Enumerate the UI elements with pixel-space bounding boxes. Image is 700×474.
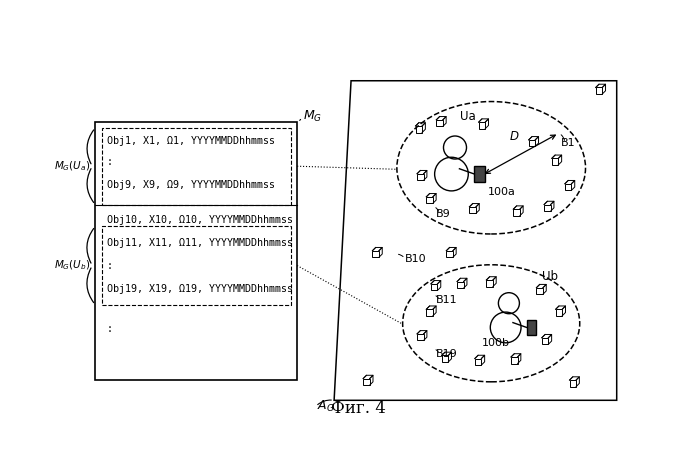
Text: B1: B1 — [561, 138, 575, 148]
Polygon shape — [526, 320, 536, 335]
Text: B10: B10 — [405, 254, 426, 264]
Text: Фиг. 4: Фиг. 4 — [331, 400, 386, 417]
Bar — [102, 226, 291, 305]
Text: Obj10, X10, Ω10, YYYYMMDDhhmmss: Obj10, X10, Ω10, YYYYMMDDhhmmss — [107, 215, 293, 225]
Text: D: D — [510, 130, 519, 143]
Text: $M_G(U_b)$: $M_G(U_b)$ — [54, 259, 91, 273]
Text: $M_G(U_a)$: $M_G(U_a)$ — [55, 159, 91, 173]
Text: Obj9, X9, Ω9, YYYYMMDDhhmmss: Obj9, X9, Ω9, YYYYMMDDhhmmss — [107, 180, 275, 190]
Text: Obj1, X1, Ω1, YYYYMMDDhhmmss: Obj1, X1, Ω1, YYYYMMDDhhmmss — [107, 136, 275, 146]
Text: :: : — [107, 156, 113, 166]
Text: 100b: 100b — [482, 338, 510, 348]
Text: B11: B11 — [435, 295, 457, 305]
Text: B9: B9 — [435, 209, 451, 219]
Text: $A_G$: $A_G$ — [317, 399, 335, 414]
Text: B19: B19 — [435, 349, 458, 359]
Text: Obj11, X11, Ω11, YYYYMMDDhhmmss: Obj11, X11, Ω11, YYYYMMDDhhmmss — [107, 238, 293, 248]
Text: Ub: Ub — [542, 270, 558, 283]
Text: Ua: Ua — [460, 110, 476, 123]
Text: :: : — [107, 261, 113, 271]
Bar — [102, 128, 291, 205]
Text: $M_G$: $M_G$ — [303, 109, 323, 125]
Bar — [95, 121, 298, 380]
Polygon shape — [475, 166, 485, 182]
Text: Obj19, X19, Ω19, YYYYMMDDhhmmss: Obj19, X19, Ω19, YYYYMMDDhhmmss — [107, 284, 293, 294]
Text: 100a: 100a — [488, 187, 516, 197]
Text: :: : — [107, 325, 113, 335]
